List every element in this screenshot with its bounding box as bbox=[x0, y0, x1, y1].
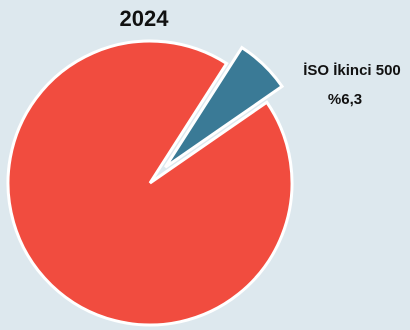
slice-label-name: İSO İkinci 500 bbox=[303, 62, 401, 79]
pie-slice-1 bbox=[164, 45, 285, 169]
slice-label-value: %6,3 bbox=[328, 91, 362, 108]
pie-slices bbox=[6, 39, 294, 327]
chart-title: 2024 bbox=[120, 6, 170, 31]
pie-slice-0 bbox=[6, 39, 294, 327]
